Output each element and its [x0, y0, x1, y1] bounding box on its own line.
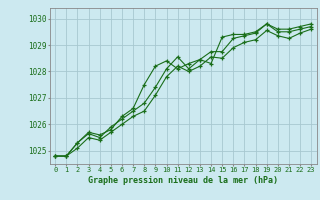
X-axis label: Graphe pression niveau de la mer (hPa): Graphe pression niveau de la mer (hPa)	[88, 176, 278, 185]
